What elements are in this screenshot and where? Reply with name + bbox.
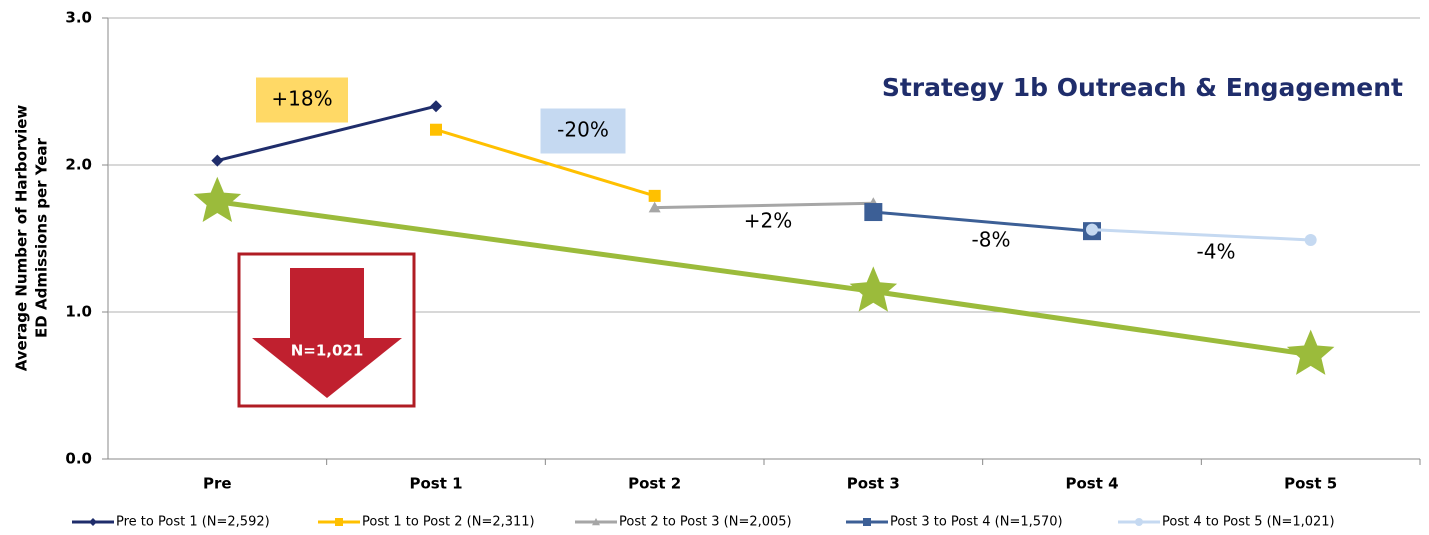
legend-marker — [1135, 518, 1143, 526]
annotation: -8% — [972, 228, 1011, 252]
marker — [193, 176, 242, 222]
marker — [211, 154, 224, 167]
annotation-box — [540, 108, 626, 154]
marker — [648, 201, 661, 213]
marker — [864, 203, 883, 222]
callout-text: N=1,021 — [291, 342, 364, 360]
legend-marker — [863, 518, 871, 526]
annotation: -20% — [557, 118, 609, 142]
marker — [1086, 223, 1098, 236]
x-tick-label: Pre — [203, 475, 232, 493]
annotation: +2% — [744, 209, 793, 233]
callout-arrow — [252, 268, 402, 398]
series-line — [654, 201, 874, 210]
marker — [430, 123, 442, 136]
legend-label: Pre to Post 1 (N=2,592) — [116, 515, 270, 530]
legend-marker — [89, 518, 97, 526]
annotation: +18% — [271, 87, 332, 111]
series-line — [435, 128, 656, 198]
marker — [849, 266, 898, 312]
chart-title: Strategy 1b Outreach & Engagement — [882, 73, 1403, 102]
annotation: -4% — [1197, 240, 1236, 264]
y-tick-label: 2.0 — [65, 156, 92, 174]
x-tick-label: Post 5 — [1284, 475, 1337, 493]
x-tick-label: Post 4 — [1065, 475, 1118, 493]
x-tick-label: Post 1 — [409, 475, 462, 493]
y-tick-label: 1.0 — [65, 303, 92, 321]
y-axis-label: Average Number of Harborview ED Admissio… — [13, 105, 51, 372]
annotation-box — [256, 77, 348, 123]
legend-label: Post 4 to Post 5 (N=1,021) — [1162, 515, 1335, 530]
legend-marker — [592, 518, 600, 526]
legend-label: Post 3 to Post 4 (N=1,570) — [890, 515, 1063, 530]
series-line — [873, 210, 1093, 233]
y-tick-label: 3.0 — [65, 9, 92, 27]
legend-label: Post 2 to Post 3 (N=2,005) — [619, 515, 792, 530]
legend-marker — [335, 518, 343, 526]
y-tick-label: 0.0 — [65, 450, 92, 468]
x-tick-label: Post 3 — [847, 475, 900, 493]
y-label-line: ED Admissions per Year — [33, 137, 51, 337]
marker — [430, 100, 442, 113]
series-line — [216, 104, 437, 163]
series-line — [1091, 228, 1311, 242]
marker — [1286, 329, 1335, 375]
marker — [648, 189, 661, 202]
x-tick-label: Post 2 — [628, 475, 681, 493]
y-label-line: Average Number of Harborview — [13, 105, 31, 372]
legend-label: Post 1 to Post 2 (N=2,311) — [362, 515, 535, 530]
marker — [1304, 233, 1317, 246]
